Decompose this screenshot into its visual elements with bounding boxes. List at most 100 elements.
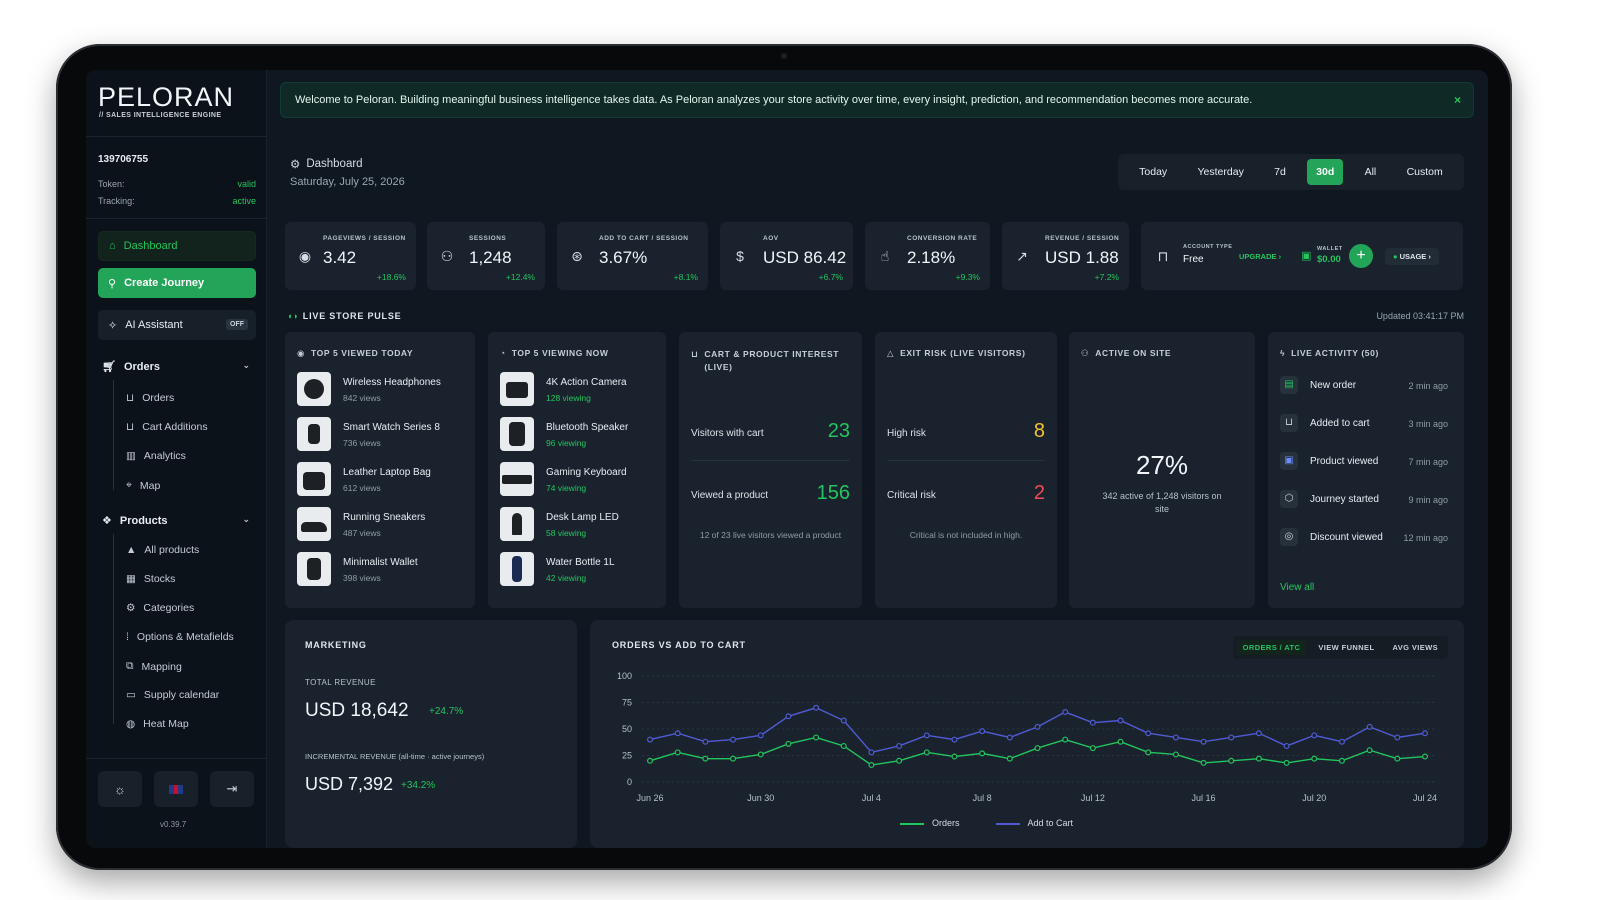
data-point bbox=[896, 742, 903, 749]
nav-dashboard[interactable]: ⌂ Dashboard bbox=[98, 231, 256, 261]
list-item[interactable]: ▣ Product viewed 7 min ago bbox=[1280, 450, 1448, 476]
box-icon: ▲ bbox=[126, 544, 137, 556]
welcome-banner: Welcome to Peloran. Building meaningful … bbox=[280, 82, 1474, 118]
tab-avg-views[interactable]: AVG VIEWS bbox=[1392, 643, 1438, 652]
nav-mapping[interactable]: ⧉ Mapping bbox=[126, 660, 182, 673]
total-revenue-value: USD 18,642 bbox=[305, 700, 409, 721]
products-icon: ❖ bbox=[102, 515, 112, 527]
ai-assistant-toggle[interactable]: ✧ AI Assistant OFF bbox=[98, 310, 256, 340]
active-on-site-card: ⚇ ACTIVE ON SITE 27% 342 active of 1,248 … bbox=[1069, 332, 1255, 608]
create-journey-label: Create Journey bbox=[124, 277, 205, 289]
cart-interest-card: ⊔ CART & PRODUCT INTEREST (LIVE) Visitors… bbox=[679, 332, 862, 608]
nav-categories[interactable]: ⚙ Categories bbox=[126, 602, 194, 614]
kpi-delta: +7.2% bbox=[1094, 272, 1119, 282]
camera-dot bbox=[781, 53, 787, 59]
nav-options-metafields[interactable]: ⁞ Options & Metafields bbox=[126, 631, 234, 643]
cart-icon: ⊔ bbox=[126, 392, 135, 404]
nav-heat-map[interactable]: ◍ Heat Map bbox=[126, 718, 189, 730]
data-point bbox=[646, 757, 653, 764]
data-point bbox=[923, 732, 930, 739]
nav-all-products[interactable]: ▲ All products bbox=[126, 544, 199, 556]
list-item[interactable]: Water Bottle 1L 42 viewing bbox=[500, 552, 670, 588]
language-button[interactable] bbox=[154, 771, 198, 807]
activity-time: 3 min ago bbox=[1408, 419, 1448, 429]
data-point bbox=[840, 717, 847, 724]
list-item[interactable]: ◎ Discount viewed 12 min ago bbox=[1280, 526, 1448, 552]
nav-map[interactable]: ⌖ Map bbox=[126, 479, 160, 492]
nav-stocks[interactable]: ▦ Stocks bbox=[126, 573, 175, 585]
product-name: Desk Lamp LED bbox=[546, 512, 619, 523]
nav-group-orders[interactable]: 🛒︎ Orders ⌄ bbox=[98, 360, 256, 373]
tablet-frame: PELORAN // SALES INTELLIGENCE ENGINE 139… bbox=[56, 44, 1512, 870]
tree-line bbox=[113, 380, 114, 490]
range-7d[interactable]: 7d bbox=[1274, 166, 1286, 178]
range-today[interactable]: Today bbox=[1139, 166, 1168, 178]
list-item[interactable]: ⬡ Journey started 9 min ago bbox=[1280, 488, 1448, 514]
orders-atc-chart: 0 25 50 75 100 Jun 26 Jun 30 Jul 4 Jul 8 Jul 12 Ju… bbox=[617, 671, 1437, 803]
product-name: Smart Watch Series 8 bbox=[343, 422, 440, 433]
legend-orders-label: Orders bbox=[932, 818, 960, 828]
close-icon[interactable]: × bbox=[1453, 93, 1461, 107]
x-tick-label: Jun 30 bbox=[747, 793, 774, 803]
kpi-value: 3.42 bbox=[323, 248, 357, 267]
basket-icon: ⊓ bbox=[1157, 248, 1169, 264]
usage-button[interactable]: ● USAGE › bbox=[1385, 248, 1439, 265]
nav-cart-additions[interactable]: ⊔ Cart Additions bbox=[126, 421, 208, 433]
wallet-value: $0.00 bbox=[1317, 254, 1341, 265]
product-name: Running Sneakers bbox=[343, 512, 426, 523]
home-icon: ⌂ bbox=[109, 240, 116, 252]
live-activity-title: LIVE ACTIVITY (50) bbox=[1291, 348, 1379, 358]
theme-toggle-button[interactable]: ☼ bbox=[98, 771, 142, 807]
account-id: 139706755 bbox=[98, 154, 149, 165]
data-point bbox=[757, 732, 764, 739]
product-thumbnail bbox=[500, 417, 534, 451]
range-30d[interactable]: 30d bbox=[1307, 159, 1344, 185]
kpi-card: $ AOV USD 86.42 +6.7% bbox=[720, 222, 853, 290]
kpi-card: ◉ PAGEVIEWS / SESSION 3.42 +18.6% bbox=[285, 222, 416, 290]
create-journey-button[interactable]: ⚲ Create Journey bbox=[98, 268, 256, 298]
kpi-label: AOV bbox=[763, 235, 779, 242]
list-item[interactable]: ▤ New order 2 min ago bbox=[1280, 374, 1448, 400]
list-item[interactable]: 4K Action Camera 128 viewing bbox=[500, 372, 670, 408]
data-point bbox=[979, 750, 986, 757]
data-point bbox=[1172, 734, 1179, 741]
range-all[interactable]: All bbox=[1364, 166, 1377, 178]
kpi-delta: +18.6% bbox=[376, 272, 406, 282]
data-point bbox=[1145, 749, 1152, 756]
nav-orders[interactable]: ⊔ Orders bbox=[126, 392, 174, 404]
tab-orders-atc[interactable]: ORDERS / ATC bbox=[1236, 640, 1307, 655]
list-item[interactable]: Minimalist Wallet 398 views bbox=[297, 552, 467, 588]
data-point bbox=[1172, 751, 1179, 758]
product-thumbnail bbox=[297, 372, 331, 406]
grid-icon: ⁞ bbox=[126, 631, 129, 643]
top-viewed-title: TOP 5 VIEWED TODAY bbox=[311, 348, 414, 358]
nav-analytics[interactable]: ▥ Analytics bbox=[126, 450, 186, 462]
range-yesterday[interactable]: Yesterday bbox=[1197, 166, 1244, 178]
range-custom[interactable]: Custom bbox=[1406, 166, 1443, 178]
warning-icon: △ bbox=[887, 348, 895, 358]
nav-group-products[interactable]: ❖ Products ⌄ bbox=[98, 514, 256, 527]
account-type-label: ACCOUNT TYPE bbox=[1183, 244, 1233, 250]
chart-legend: Orders Add to Cart bbox=[900, 818, 1073, 828]
kpi-label: PAGEVIEWS / SESSION bbox=[323, 235, 406, 242]
list-item[interactable]: Smart Watch Series 8 736 views bbox=[297, 417, 467, 453]
list-item[interactable]: Leather Laptop Bag 612 views bbox=[297, 462, 467, 498]
list-item[interactable]: ⊔ Added to cart 3 min ago bbox=[1280, 412, 1448, 438]
gear-icon: ⚙ bbox=[126, 602, 136, 614]
logout-button[interactable]: ⇥ bbox=[210, 771, 254, 807]
nav-categories-label: Categories bbox=[143, 602, 195, 614]
list-item[interactable]: Desk Lamp LED 58 viewing bbox=[500, 507, 670, 543]
list-item[interactable]: Bluetooth Speaker 96 viewing bbox=[500, 417, 670, 453]
add-funds-button[interactable]: + bbox=[1349, 244, 1373, 268]
view-all-link[interactable]: View all bbox=[1280, 582, 1315, 593]
cart-icon: ⊔ bbox=[691, 349, 699, 359]
upgrade-link[interactable]: UPGRADE › bbox=[1239, 252, 1282, 261]
tab-view-funnel[interactable]: VIEW FUNNEL bbox=[1318, 643, 1375, 652]
list-item[interactable]: Running Sneakers 487 views bbox=[297, 507, 467, 543]
list-item[interactable]: Wireless Headphones 842 views bbox=[297, 372, 467, 408]
cart-interest-note: 12 of 23 live visitors viewed a product bbox=[699, 530, 842, 540]
incremental-revenue-label: INCREMENTAL REVENUE (all-time · active j… bbox=[305, 752, 485, 761]
product-stat: 58 viewing bbox=[546, 528, 587, 538]
list-item[interactable]: Gaming Keyboard 74 viewing bbox=[500, 462, 670, 498]
nav-supply-calendar[interactable]: ▭ Supply calendar bbox=[126, 689, 219, 701]
